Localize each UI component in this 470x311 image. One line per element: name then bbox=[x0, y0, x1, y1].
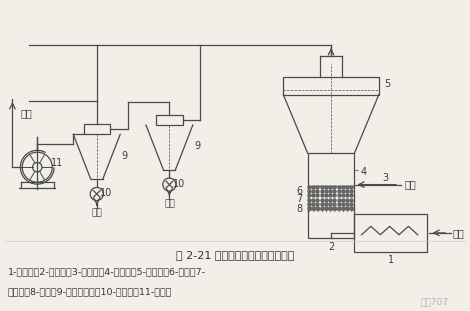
Text: 成品: 成品 bbox=[164, 199, 175, 208]
Text: 11: 11 bbox=[51, 158, 63, 168]
Text: 废气: 废气 bbox=[21, 108, 32, 118]
Text: 检修孔；8-孔板；9-旋风分离器；10-出料阀；11-引风机: 检修孔；8-孔板；9-旋风分离器；10-出料阀；11-引风机 bbox=[8, 287, 172, 296]
Bar bbox=[308, 153, 354, 186]
Text: 化工707: 化工707 bbox=[420, 298, 448, 307]
Bar bbox=[308, 186, 354, 209]
Text: 料液: 料液 bbox=[405, 179, 416, 190]
Text: 9: 9 bbox=[122, 151, 128, 160]
Text: 2: 2 bbox=[328, 242, 334, 252]
Bar bbox=[283, 77, 379, 95]
Bar bbox=[84, 124, 110, 134]
Text: 9: 9 bbox=[195, 141, 201, 151]
Bar bbox=[156, 115, 182, 125]
Text: 4: 4 bbox=[360, 167, 366, 177]
Text: 空气: 空气 bbox=[453, 228, 465, 238]
Text: 10: 10 bbox=[172, 179, 185, 189]
Text: 6: 6 bbox=[296, 186, 302, 196]
Bar bbox=[354, 214, 427, 252]
Text: 8: 8 bbox=[296, 204, 302, 215]
Bar bbox=[308, 209, 354, 238]
Text: 10: 10 bbox=[100, 188, 112, 198]
Text: 1: 1 bbox=[388, 255, 394, 265]
Text: 5: 5 bbox=[384, 79, 391, 89]
Text: 图 2-21 载体喷雾流化干燥器流程图: 图 2-21 载体喷雾流化干燥器流程图 bbox=[176, 250, 294, 260]
Text: 7: 7 bbox=[296, 194, 302, 204]
Text: 1-加热器；2-进气室；3-进料管；4-干燥室；5-沉降室；6-载体；7-: 1-加热器；2-进气室；3-进料管；4-干燥室；5-沉降室；6-载体；7- bbox=[8, 267, 206, 276]
Text: 成品: 成品 bbox=[91, 208, 102, 217]
Text: 3: 3 bbox=[382, 173, 388, 183]
